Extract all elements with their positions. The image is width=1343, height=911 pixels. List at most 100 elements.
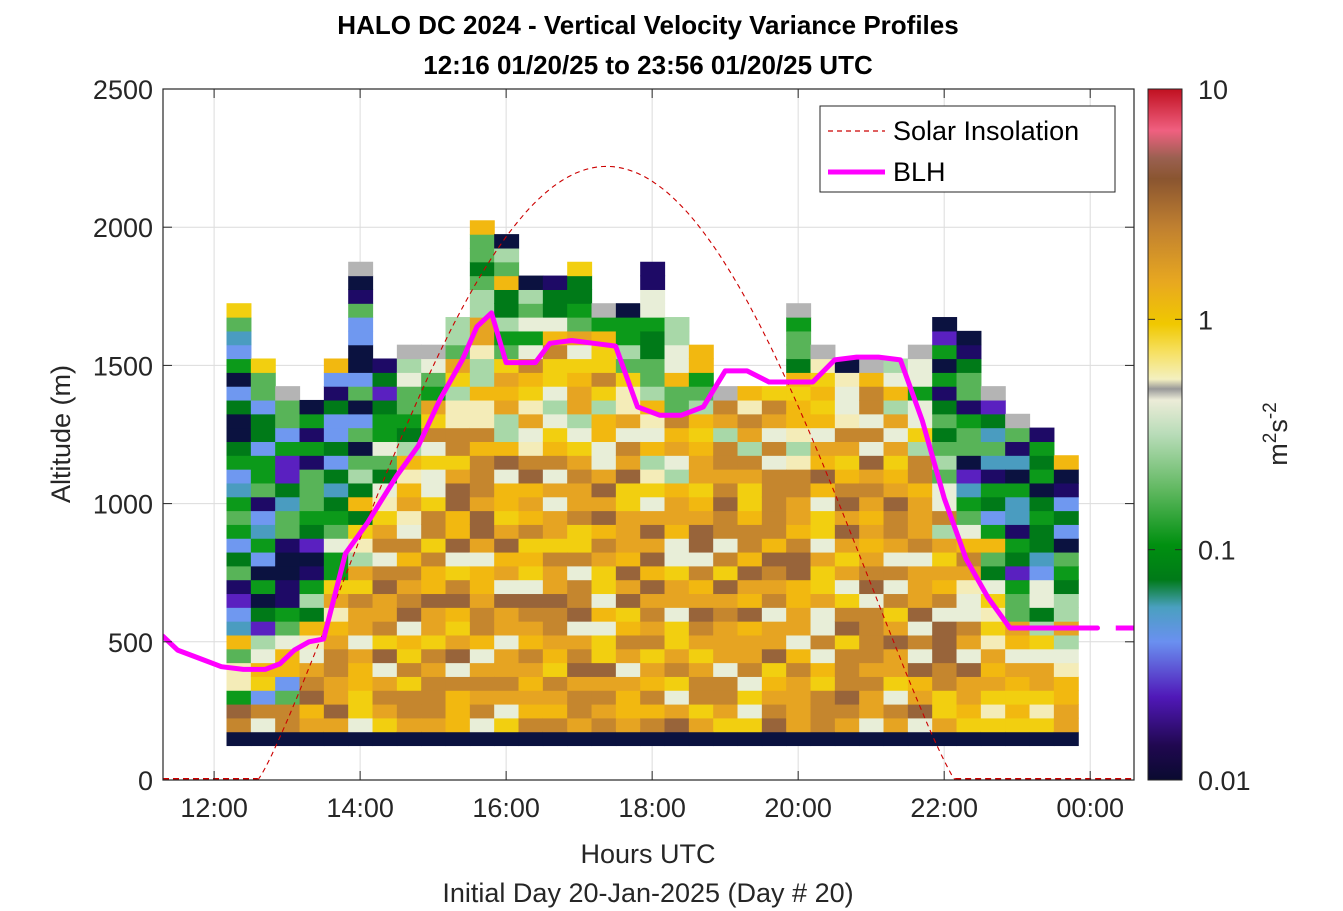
heatmap-cell: [494, 247, 520, 263]
heatmap-cell: [469, 579, 495, 595]
heatmap-cell: [737, 538, 763, 553]
heatmap-cell: [445, 593, 471, 608]
x-tick-label: 22:00: [910, 793, 978, 823]
heatmap-cell: [275, 634, 301, 650]
heatmap-cell: [737, 731, 763, 747]
heatmap-cell: [713, 593, 739, 608]
heatmap-cell: [713, 413, 739, 429]
heatmap-cell: [1029, 565, 1055, 581]
heatmap-cell: [980, 676, 1006, 691]
heatmap-cell: [615, 317, 641, 332]
heatmap-cell: [567, 441, 593, 456]
heatmap-cell: [275, 731, 301, 747]
heatmap-cell: [250, 676, 276, 691]
heatmap-cell: [348, 565, 374, 581]
heatmap-cell: [932, 676, 958, 691]
heatmap-cell: [421, 496, 447, 512]
heatmap-cell: [761, 648, 787, 664]
heatmap-cell: [1029, 593, 1055, 608]
heatmap-cell: [737, 551, 763, 567]
heatmap-cell: [372, 717, 398, 733]
heatmap-cell: [518, 524, 544, 539]
heatmap-cell: [250, 413, 276, 429]
heatmap-cell: [421, 551, 447, 567]
heatmap-cell: [469, 690, 495, 705]
colorbar-ticks: 0.01 0.1 1 10: [1148, 75, 1251, 796]
heatmap-cell: [883, 607, 909, 622]
heatmap-cell: [542, 607, 568, 622]
heatmap-cell: [640, 538, 666, 553]
heatmap-cell: [372, 413, 398, 429]
heatmap-cell: [396, 399, 422, 415]
heatmap-cell: [396, 413, 422, 429]
heatmap-cell: [494, 717, 520, 733]
heatmap-cell: [250, 372, 276, 387]
heatmap-cell: [445, 441, 471, 456]
heatmap-cell: [275, 676, 301, 691]
heatmap-cell: [907, 648, 933, 664]
heatmap-cell: [518, 413, 544, 429]
heatmap-cell: [615, 565, 641, 581]
heatmap-cell: [396, 469, 422, 484]
heatmap-cell: [1029, 579, 1055, 595]
heatmap-cell: [250, 510, 276, 525]
blh-line: [163, 310, 1100, 672]
heatmap-cell: [932, 524, 958, 539]
heatmap-cell: [226, 455, 252, 470]
heatmap-cell: [810, 496, 836, 512]
heatmap-cell: [226, 427, 252, 443]
heatmap-cell: [518, 441, 544, 456]
heatmap-cell: [1053, 579, 1079, 595]
heatmap-cell: [275, 662, 301, 677]
heatmap-cell: [542, 634, 568, 650]
heatmap-cell: [348, 690, 374, 705]
heatmap-cell: [883, 427, 909, 443]
heatmap-cell: [518, 275, 544, 290]
heatmap-cell: [348, 621, 374, 636]
heatmap-cell: [299, 538, 325, 553]
heatmap-cell: [226, 634, 252, 650]
heatmap-cell: [932, 565, 958, 581]
heatmap-cell: [323, 455, 349, 470]
heatmap-cell: [640, 427, 666, 443]
heatmap-cell: [761, 413, 787, 429]
heatmap-cell: [494, 551, 520, 567]
heatmap-cell: [640, 565, 666, 581]
heatmap-cell: [348, 441, 374, 456]
heatmap-cell: [688, 621, 714, 636]
heatmap-cell: [469, 372, 495, 387]
heatmap-cell: [396, 496, 422, 512]
heatmap-cell: [567, 538, 593, 553]
heatmap-cell: [494, 538, 520, 553]
heatmap-cell: [323, 703, 349, 719]
heatmap-cell: [615, 524, 641, 539]
heatmap-cell: [542, 482, 568, 498]
heatmap-cell: [226, 551, 252, 567]
heatmap-cell: [396, 551, 422, 567]
heatmap-cell: [737, 648, 763, 664]
heatmap-cell: [883, 565, 909, 581]
heatmap-cell: [786, 607, 812, 622]
heatmap-cell: [640, 482, 666, 498]
heatmap-cell: [980, 662, 1006, 677]
heatmap-cell: [883, 731, 909, 747]
heatmap-cell: [956, 690, 982, 705]
heatmap-cell: [323, 676, 349, 691]
heatmap-cell: [226, 593, 252, 608]
heatmap-cell: [494, 703, 520, 719]
heatmap-cell: [1005, 455, 1031, 470]
heatmap-cell: [640, 621, 666, 636]
heatmap-cell: [299, 455, 325, 470]
heatmap-cell: [786, 579, 812, 595]
heatmap-cell: [737, 621, 763, 636]
heatmap-cell: [542, 676, 568, 691]
heatmap-cell: [883, 496, 909, 512]
heatmap-cell: [956, 372, 982, 387]
heatmap-cell: [907, 676, 933, 691]
heatmap-cell: [859, 358, 885, 373]
heatmap-cell: [615, 676, 641, 691]
heatmap-cell: [567, 551, 593, 567]
heatmap-cell: [810, 676, 836, 691]
heatmap-cell: [640, 703, 666, 719]
colorbar-gradient: [1147, 88, 1183, 781]
